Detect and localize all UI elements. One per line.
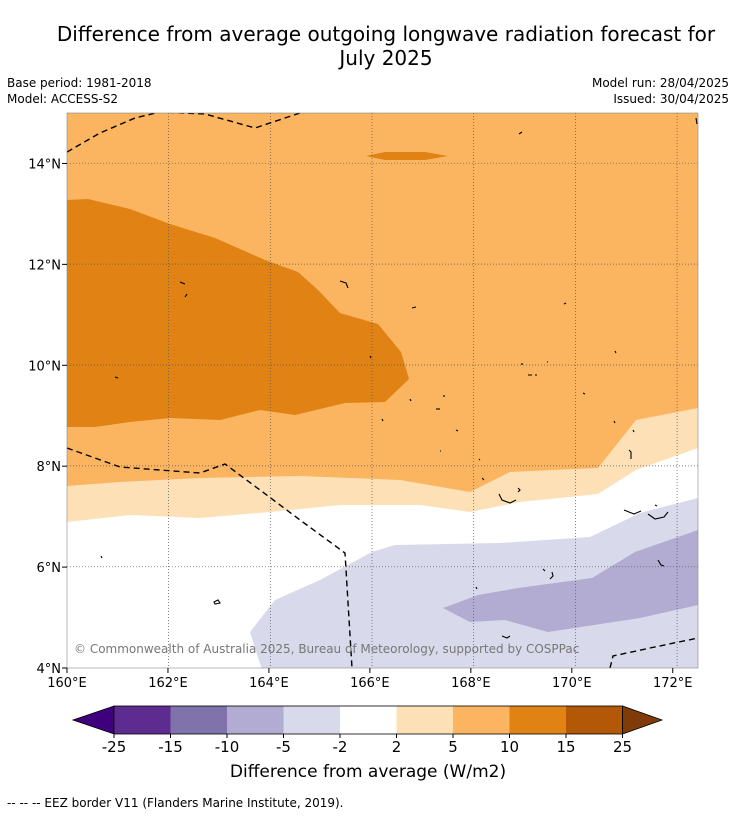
colorbar-swatch	[170, 706, 227, 734]
y-tick-label: 4°N	[37, 662, 62, 677]
x-tick-label: 170°E	[552, 676, 592, 691]
anomaly-minus5-to-minus10-region	[443, 530, 698, 632]
eez-legend-note: -- -- -- EEZ border V11 (Flanders Marine…	[7, 796, 344, 810]
colorbar-title: Difference from average (W/m2)	[229, 762, 507, 782]
model-run: Model run: 28/04/2025	[591, 76, 729, 90]
x-tick-label: 168°E	[451, 676, 491, 691]
meta-left: Base period: 1981-2018 Model: ACCESS-S2	[7, 75, 152, 107]
plot-frame	[66, 112, 699, 669]
colorbar-label: 25	[613, 738, 632, 756]
x-tick-label: 164°E	[249, 676, 289, 691]
map-plot-area: © Commonwealth of Australia 2025, Bureau…	[67, 113, 698, 668]
colorbar-label: -5	[276, 738, 291, 756]
x-tick-label: 172°E	[653, 676, 693, 691]
colorbar-label: 5	[448, 738, 458, 756]
colorbar: -25 -15 -10 -5 -2 2 5 10 15 25	[71, 705, 664, 756]
graticule	[67, 113, 698, 668]
y-axis: 4°N 6°N 8°N 10°N 12°N 14°N	[28, 157, 67, 677]
colorbar-swatch	[340, 706, 397, 734]
base-period: Base period: 1981-2018	[7, 76, 152, 90]
colorbar-label: 10	[500, 738, 519, 756]
islands	[100, 117, 698, 639]
y-tick-label: 8°N	[37, 460, 62, 475]
colorbar-label: -25	[102, 738, 127, 756]
colorbar-label: -15	[158, 738, 183, 756]
issued-date: Issued: 30/04/2025	[613, 92, 729, 106]
copyright-notice: © Commonwealth of Australia 2025, Bureau…	[74, 642, 579, 656]
colorbar-swatch	[114, 706, 171, 734]
anomaly-10-to-15-region-north	[366, 152, 448, 160]
x-tick-label: 166°E	[350, 676, 390, 691]
y-tick-label: 10°N	[28, 359, 61, 374]
eez-border	[67, 113, 698, 668]
anomaly-10-to-15-region-west	[67, 199, 409, 427]
colorbar-extend-max	[622, 705, 664, 735]
colorbar-swatch	[509, 706, 566, 734]
colorbar-swatch	[283, 706, 340, 734]
colorbar-swatch	[396, 706, 453, 734]
y-tick-label: 14°N	[28, 157, 61, 172]
colorbar-label: -10	[215, 738, 240, 756]
title-line-1: Difference from average outgoing longwav…	[56, 22, 716, 46]
colorbar-swatch	[453, 706, 510, 734]
x-tick-label: 160°E	[47, 676, 87, 691]
title-line-2: July 2025	[339, 46, 433, 70]
colorbar-label: 15	[556, 738, 575, 756]
colorbar-swatch	[566, 706, 623, 734]
chart-title: Difference from average outgoing longwav…	[0, 22, 736, 70]
x-axis: 160°E 162°E 164°E 166°E 168°E 170°E 172°E	[47, 668, 693, 691]
meta-right: Model run: 28/04/2025 Issued: 30/04/2025	[592, 75, 729, 107]
colorbar-swatch	[227, 706, 284, 734]
colorbar-label: -2	[333, 738, 348, 756]
y-tick-label: 12°N	[28, 258, 61, 273]
colorbar-extend-min	[71, 705, 115, 735]
y-tick-label: 6°N	[37, 561, 62, 576]
x-tick-label: 162°E	[148, 676, 188, 691]
model-name: Model: ACCESS-S2	[7, 92, 119, 106]
colorbar-frame	[113, 705, 623, 735]
colorbar-label: 2	[392, 738, 402, 756]
